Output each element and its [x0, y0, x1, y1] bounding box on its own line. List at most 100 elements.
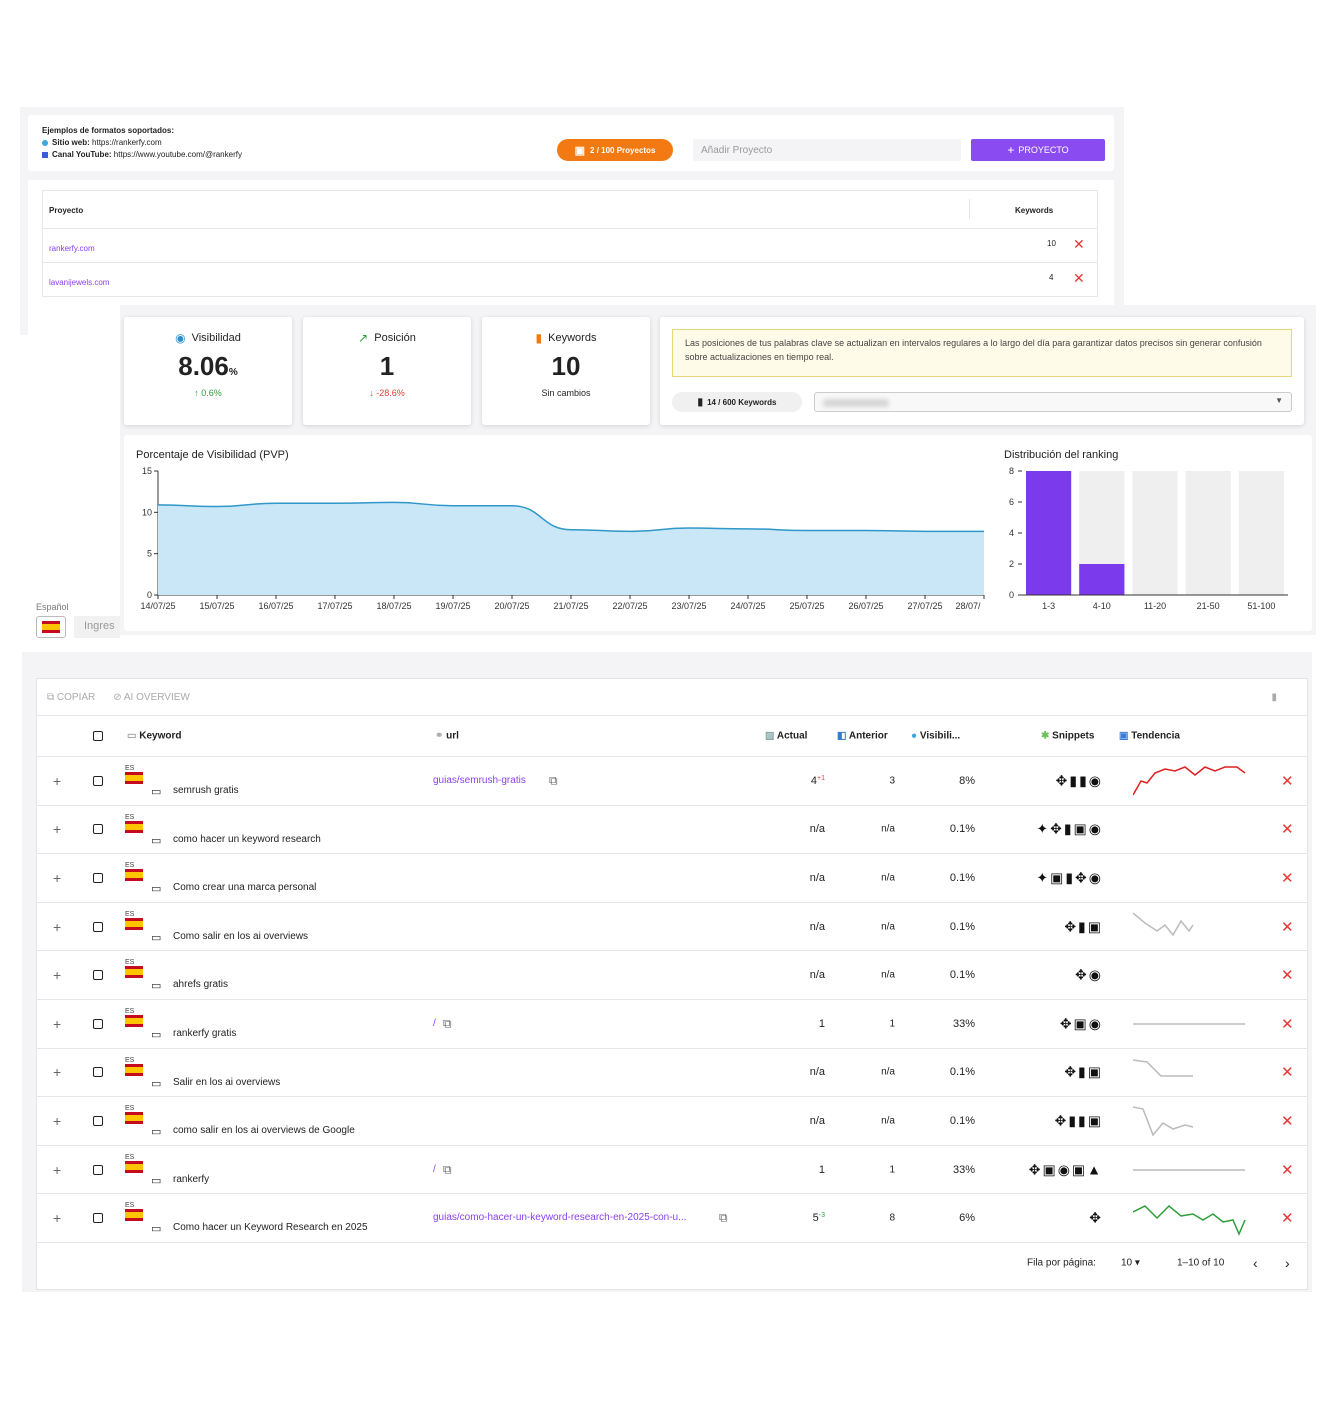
- keyword-usage: 14 / 600 Keywords: [707, 397, 777, 407]
- projects-count-badge[interactable]: ▣ 2 / 100 Proyectos: [557, 139, 673, 161]
- col-snippets[interactable]: ✱ Snippets: [1041, 731, 1094, 742]
- row-checkbox[interactable]: [93, 1164, 103, 1175]
- country-cell: ES: [125, 765, 143, 784]
- delete-icon[interactable]: ✕: [1073, 270, 1085, 286]
- col-trend[interactable]: ▣ Tendencia: [1119, 731, 1180, 742]
- trend-line: [1133, 1205, 1246, 1237]
- country-code: ES: [125, 813, 135, 821]
- delete-icon[interactable]: ✕: [1281, 1112, 1294, 1130]
- language-flag-button[interactable]: [36, 616, 66, 638]
- row-checkbox[interactable]: [93, 970, 103, 981]
- table-row[interactable]: + ES ▭ Salir en los ai overviews n/a n/a…: [37, 1049, 1307, 1098]
- delete-icon[interactable]: ✕: [1281, 1210, 1294, 1228]
- keywords-table-card: ⧉ COPIAR ⊘ AI OVERVIEW ▮ ▭ Keyword ⚭ url…: [36, 678, 1308, 1290]
- spain-flag-icon: [42, 621, 60, 633]
- keyword-text: rankerfy gratis: [173, 1027, 237, 1039]
- url-link[interactable]: guias/semrush-gratis: [433, 774, 526, 786]
- expand-icon[interactable]: +: [53, 1161, 62, 1178]
- y-tick-label: 10: [142, 507, 152, 517]
- country-cell: ES: [125, 814, 143, 833]
- visibility-unit: %: [228, 367, 238, 378]
- expand-icon[interactable]: +: [53, 821, 62, 838]
- delete-icon[interactable]: ✕: [1281, 1015, 1294, 1033]
- keyword-text: Como hacer un Keyword Research en 2025: [173, 1222, 368, 1234]
- project-link[interactable]: lavanijewels.com: [49, 278, 110, 287]
- expand-icon[interactable]: +: [53, 1015, 62, 1032]
- delete-icon[interactable]: ✕: [1281, 1064, 1294, 1082]
- col-visibility[interactable]: ● Visibili...: [911, 731, 960, 742]
- row-checkbox[interactable]: [93, 1115, 103, 1126]
- plus-icon: +: [1007, 143, 1015, 157]
- add-project-input[interactable]: Añadir Proyecto: [693, 139, 961, 161]
- row-checkbox[interactable]: [93, 1067, 103, 1078]
- row-checkbox[interactable]: [93, 824, 103, 835]
- expand-icon[interactable]: +: [53, 1064, 62, 1081]
- previous-position: n/a: [881, 1066, 895, 1078]
- trend-line: [1133, 765, 1246, 796]
- expand-icon[interactable]: +: [53, 1112, 62, 1129]
- prev-page-icon[interactable]: ‹: [1253, 1254, 1258, 1271]
- external-link-icon[interactable]: ⧉: [549, 773, 558, 788]
- project-row[interactable]: lavanijewels.com 4 ✕: [43, 263, 1097, 297]
- expand-icon[interactable]: +: [53, 1210, 62, 1227]
- keyword-input[interactable]: Ingres: [74, 616, 120, 638]
- expand-icon[interactable]: +: [53, 967, 62, 984]
- language-label: Español: [36, 602, 69, 612]
- row-checkbox[interactable]: [93, 872, 103, 883]
- row-checkbox[interactable]: [93, 775, 103, 786]
- table-row[interactable]: + ES ▭ semrush gratis guias/semrush-grat…: [37, 757, 1307, 806]
- table-row[interactable]: + ES ▭ rankerfy gratis / 1 1 33% ✥▣◉ ✕ ⧉: [37, 1000, 1307, 1049]
- external-link-icon[interactable]: ⧉: [719, 1210, 728, 1225]
- delete-icon[interactable]: ✕: [1281, 1161, 1294, 1179]
- table-row[interactable]: + ES ▭ Como crear una marca personal n/a…: [37, 854, 1307, 903]
- row-checkbox[interactable]: [93, 1213, 103, 1224]
- table-row[interactable]: + ES ▭ Como salir en los ai overviews n/…: [37, 903, 1307, 952]
- select-all-checkbox[interactable]: [93, 731, 103, 741]
- project-select[interactable]: ▼: [814, 392, 1292, 412]
- x-tick-label: 11-20: [1144, 601, 1166, 611]
- delete-icon[interactable]: ✕: [1281, 918, 1294, 936]
- previous-position: n/a: [881, 1115, 895, 1127]
- trend-sparkline: [1133, 858, 1249, 898]
- trash-icon[interactable]: ▮: [1271, 691, 1277, 703]
- x-tick-label: 1-3: [1042, 601, 1055, 611]
- table-row[interactable]: + ES ▭ como hacer un keyword research n/…: [37, 806, 1307, 855]
- col-actual[interactable]: ▨ Actual: [765, 731, 807, 742]
- actual-value: n/a: [809, 969, 825, 982]
- country-code: ES: [125, 1105, 135, 1113]
- col-keyword[interactable]: ▭ Keyword: [127, 730, 182, 742]
- expand-icon[interactable]: +: [53, 772, 62, 789]
- y-tick-label: 6: [1009, 497, 1014, 507]
- col-url[interactable]: ⚭ url: [435, 731, 459, 742]
- url-link[interactable]: /: [433, 1017, 436, 1029]
- delete-icon[interactable]: ✕: [1281, 869, 1294, 887]
- add-project-button[interactable]: + PROYECTO: [971, 139, 1105, 161]
- table-row[interactable]: + ES ▭ rankerfy / 1 1 33% ✥▣◉▣▲ ✕ ⧉: [37, 1146, 1307, 1195]
- project-link[interactable]: rankerfy.com: [49, 244, 95, 253]
- expand-icon[interactable]: +: [53, 869, 62, 886]
- row-checkbox[interactable]: [93, 921, 103, 932]
- expand-icon[interactable]: +: [53, 918, 62, 935]
- copy-button[interactable]: ⧉ COPIAR: [47, 692, 95, 703]
- url-link[interactable]: /: [433, 1163, 436, 1175]
- delete-icon[interactable]: ✕: [1281, 772, 1294, 790]
- rows-per-page-select[interactable]: 10 ▾: [1121, 1257, 1140, 1268]
- table-row[interactable]: + ES ▭ como salir en los ai overviews de…: [37, 1097, 1307, 1146]
- ai-overview-button[interactable]: ⊘ AI OVERVIEW: [113, 692, 190, 703]
- project-row[interactable]: rankerfy.com 10 ✕: [43, 229, 1097, 263]
- info-card: Las posiciones de tus palabras clave se …: [660, 317, 1304, 425]
- back-icon: ◧: [837, 730, 847, 742]
- table-row[interactable]: + ES ▭ ahrefs gratis n/a n/a 0.1% ✥◉ ✕: [37, 951, 1307, 1000]
- col-anterior[interactable]: ◧ Anterior: [837, 731, 888, 742]
- trend-sparkline: [1133, 912, 1194, 936]
- delete-icon[interactable]: ✕: [1073, 236, 1085, 252]
- y-tick-label: 5: [147, 549, 152, 559]
- external-link-icon[interactable]: ⧉: [443, 1162, 452, 1177]
- table-row[interactable]: + ES ▭ Como hacer un Keyword Research en…: [37, 1194, 1307, 1243]
- next-page-icon[interactable]: ›: [1285, 1254, 1290, 1271]
- delete-icon[interactable]: ✕: [1281, 821, 1294, 839]
- url-link[interactable]: guias/como-hacer-un-keyword-research-en-…: [433, 1212, 687, 1224]
- delete-icon[interactable]: ✕: [1281, 967, 1294, 985]
- row-checkbox[interactable]: [93, 1018, 103, 1029]
- external-link-icon[interactable]: ⧉: [443, 1016, 452, 1031]
